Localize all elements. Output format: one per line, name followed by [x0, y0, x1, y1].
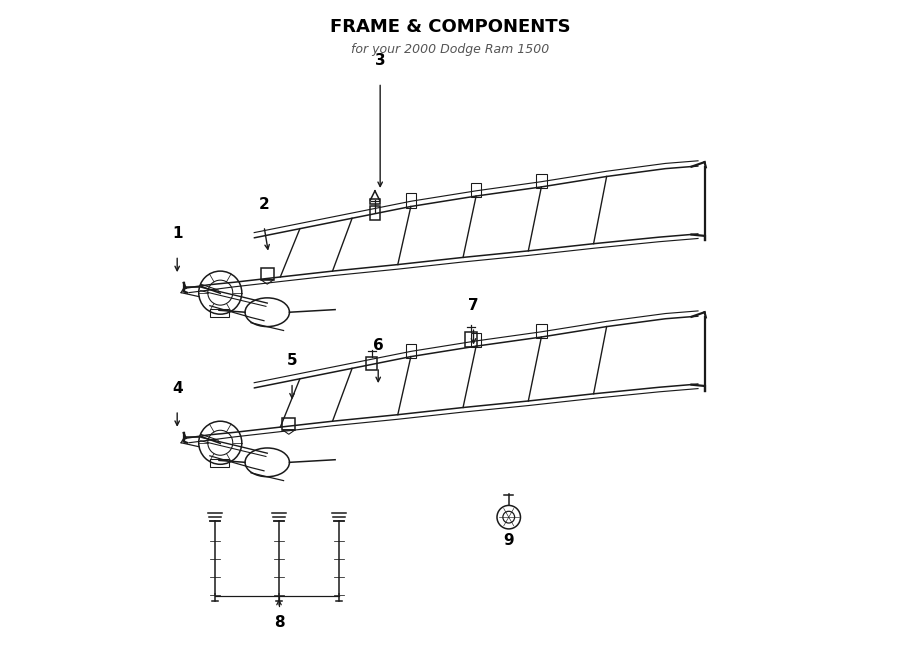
Bar	[536, 324, 546, 338]
Bar	[210, 459, 230, 467]
Text: 2: 2	[258, 197, 269, 212]
Bar	[366, 356, 377, 369]
Bar	[371, 199, 380, 204]
Bar	[536, 174, 546, 188]
Text: 7: 7	[468, 298, 479, 313]
Text: 1: 1	[172, 226, 183, 241]
Bar	[471, 183, 482, 198]
Text: 5: 5	[287, 354, 297, 368]
Text: 8: 8	[274, 615, 284, 631]
Bar	[210, 309, 230, 317]
Text: for your 2000 Dodge Ram 1500: for your 2000 Dodge Ram 1500	[351, 44, 549, 56]
Bar	[471, 333, 482, 348]
Text: 9: 9	[503, 533, 514, 548]
Text: 3: 3	[375, 53, 385, 68]
Bar	[283, 418, 295, 430]
Bar	[406, 194, 416, 208]
Bar	[465, 332, 477, 348]
Text: FRAME & COMPONENTS: FRAME & COMPONENTS	[329, 18, 571, 36]
Text: 6: 6	[373, 338, 383, 353]
Text: 4: 4	[172, 381, 183, 396]
Bar	[261, 268, 274, 280]
Bar	[370, 206, 380, 219]
Bar	[406, 344, 416, 358]
